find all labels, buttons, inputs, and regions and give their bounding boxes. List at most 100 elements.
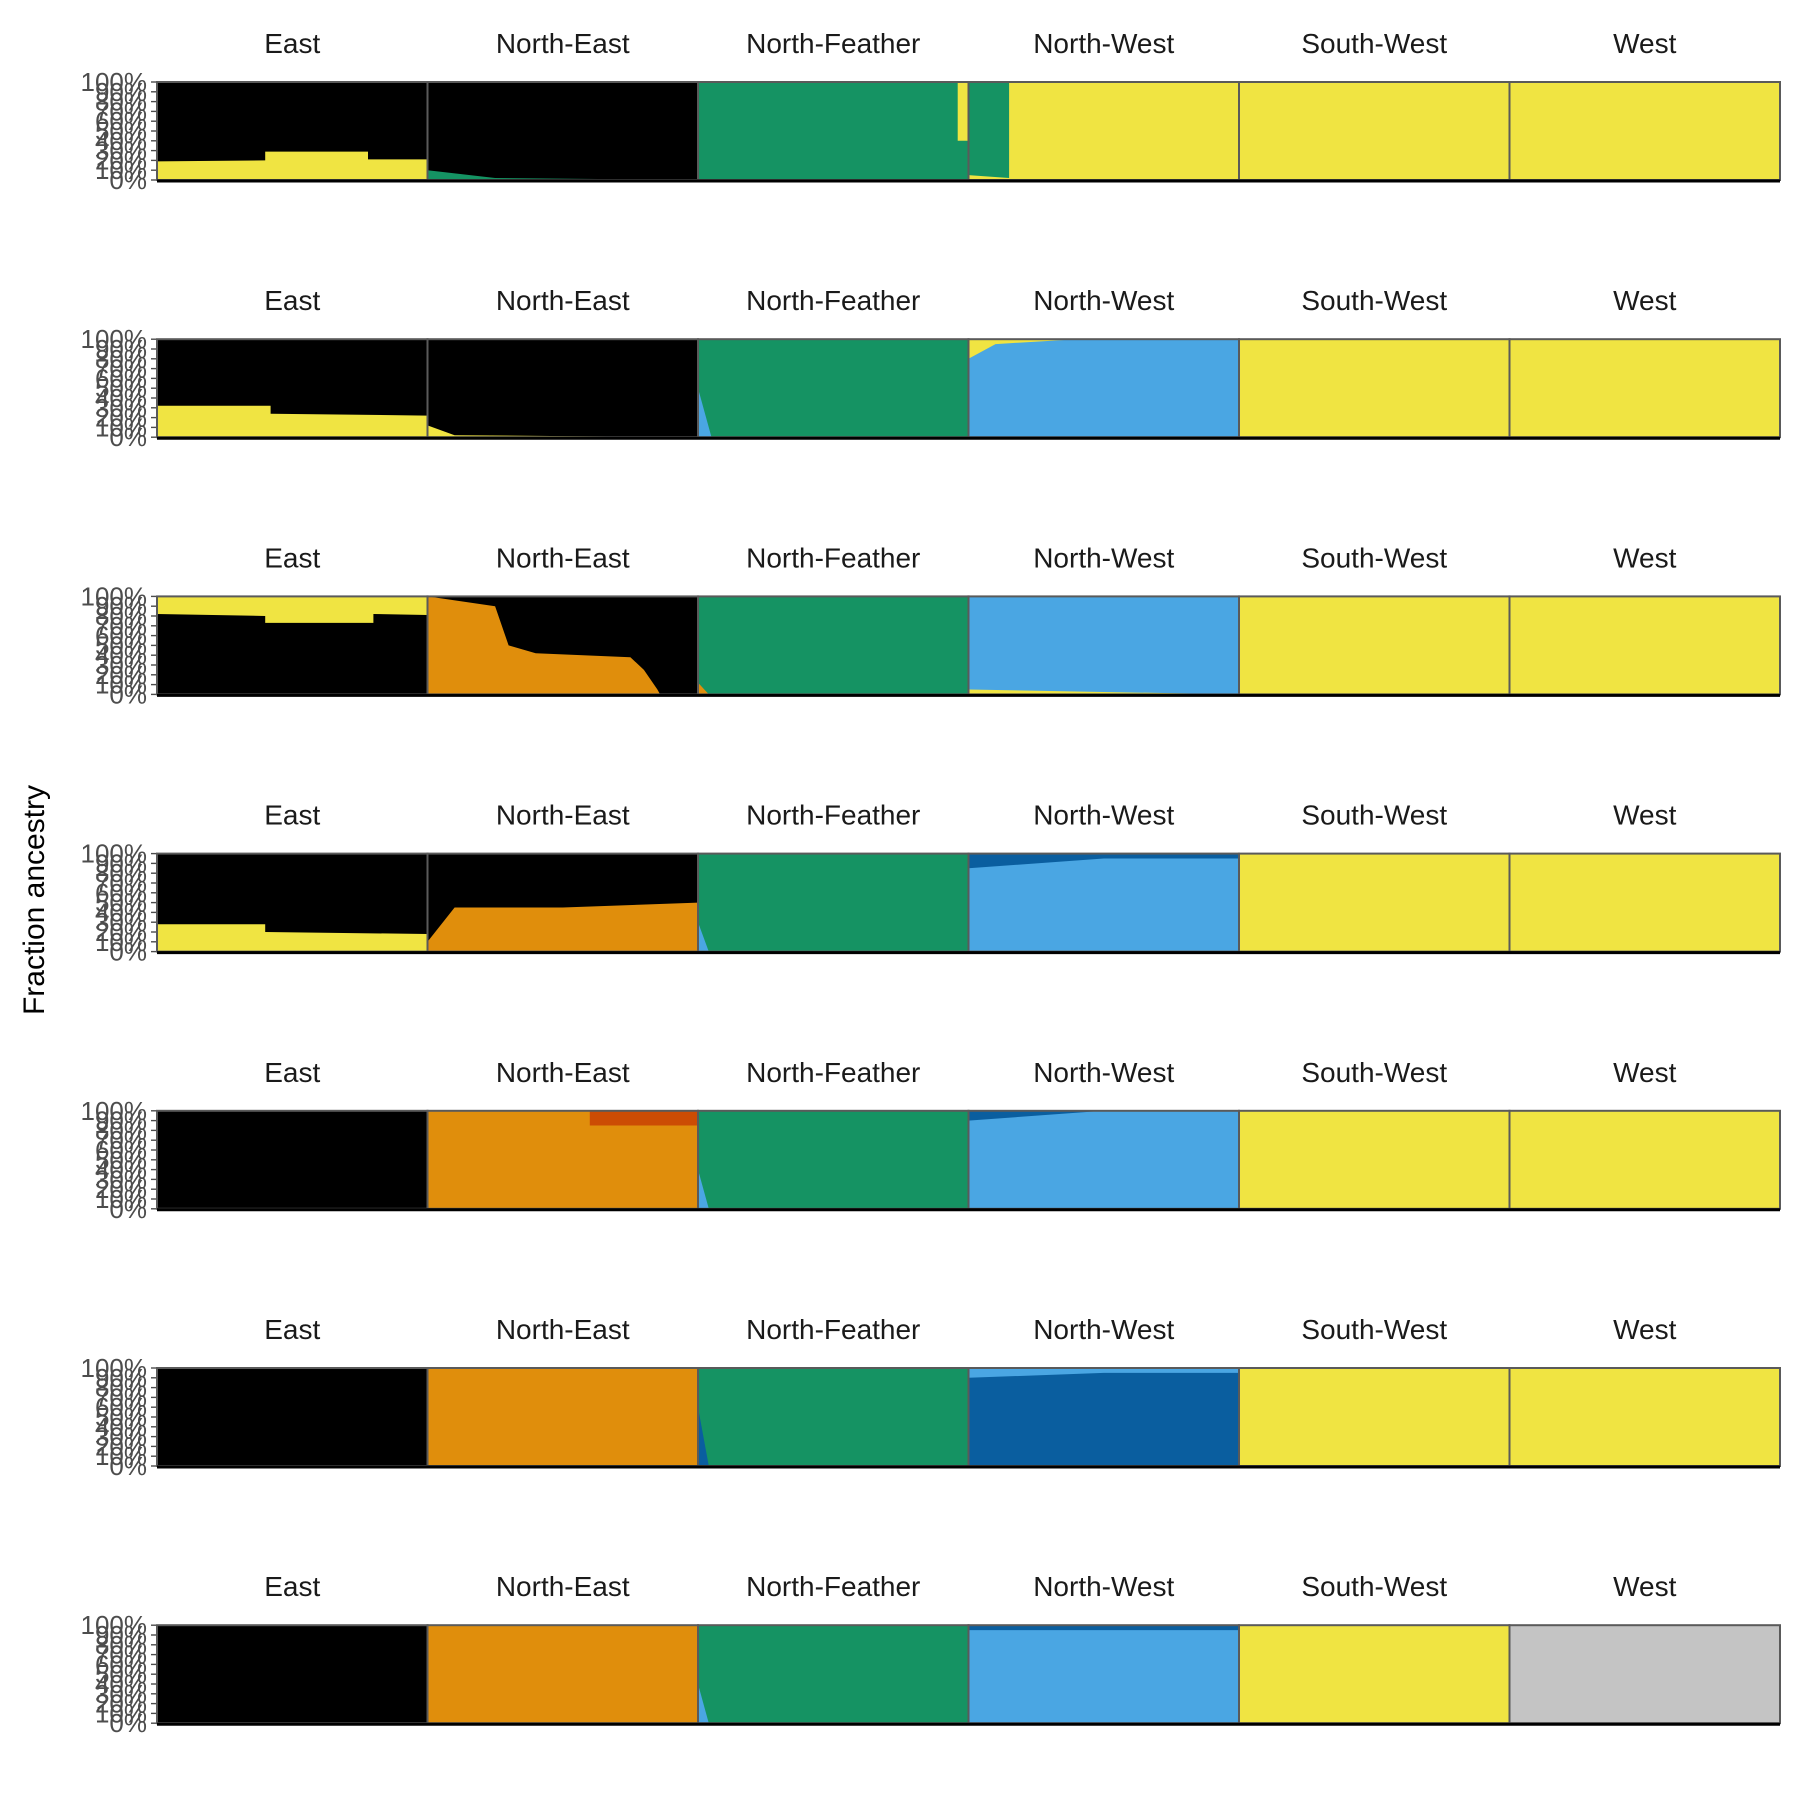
group-south-west: South-West [1238,1571,1511,1725]
y-tick-label: 60% [95,1649,147,1679]
y-tick-label: 60% [95,106,147,136]
panel-k6: 0%10%20%30%40%50%60%70%80%90%100% East Nor… [81,1057,1781,1224]
y-tick-label: 60% [95,363,147,393]
y-tick-label: 100% [81,1353,148,1383]
y-tick-label: 20% [95,1431,147,1461]
ancestry-fill [698,596,969,695]
y-tick-label: 0% [109,422,147,452]
y-tick-label: 80% [95,858,147,888]
strip-label: West [1613,1571,1676,1602]
y-tick-label: 80% [95,87,147,117]
ancestry-fill [427,339,698,438]
strip-label: West [1613,1057,1676,1088]
y-tick-label: 40% [95,126,147,156]
group-south-west: South-West [1238,285,1511,439]
y-tick-label: 30% [95,136,147,166]
y-tick-label: 100% [81,839,148,869]
group-south-west: South-West [1238,1057,1511,1210]
y-tick-label: 60% [95,621,147,651]
y-tick-label: 10% [95,927,147,957]
group-north-east: North-East [426,1057,699,1210]
group-north-east: North-East [426,542,699,696]
group-east: East [156,285,429,439]
strip-label: East [264,285,320,316]
strip-label: North-East [496,285,630,316]
y-tick-label: 100% [81,1610,148,1640]
y-tick-label: 90% [95,1363,147,1393]
group-north-feather: North-Feather [697,542,970,696]
ancestry-component [427,1110,698,1209]
y-tick-label: 10% [95,670,147,700]
strip-label: North-East [496,28,630,59]
strip-label: North-Feather [746,1571,920,1602]
group-south-west: South-West [1238,542,1511,696]
ancestry-component [698,82,969,180]
strip-label: South-West [1301,28,1447,59]
strip-label: South-West [1301,1314,1447,1345]
y-tick-label: 0% [109,679,147,709]
y-tick-label: 80% [95,1630,147,1660]
strip-label: East [264,1314,320,1345]
y-tick-label: 10% [95,1698,147,1728]
y-tick-label: 50% [95,1145,147,1175]
y-tick-label: 0% [109,165,147,195]
strip-label: South-West [1301,1057,1447,1088]
ancestry-fill [968,596,1239,695]
y-tick-label: 30% [95,1679,147,1709]
ancestry-component [157,1625,428,1724]
y-tick-label: 20% [95,145,147,175]
y-tick-label: 30% [95,650,147,680]
y-tick-label: 70% [95,96,147,126]
ancestry-fill [698,1625,969,1724]
ancestry-component [157,614,428,695]
y-tick-label: 40% [95,383,147,413]
y-tick-label: 40% [95,1155,147,1185]
y-tick-label: 10% [95,1441,147,1471]
y-tick-label: 70% [95,1382,147,1412]
group-south-west: South-West [1238,800,1511,953]
ancestry-component [157,151,428,180]
ancestry-component [1509,853,1780,952]
strip-label: North-West [1033,28,1174,59]
y-tick-label: 90% [95,848,147,878]
ancestry-component [1239,339,1510,438]
strip-label: North-West [1033,800,1174,831]
panel-k8: 0%10%20%30%40%50%60%70%80%90%100% East Nor… [81,1571,1781,1738]
y-tick-label: 80% [95,1373,147,1403]
ancestry-component [427,425,698,438]
y-tick-label: 60% [95,1135,147,1165]
y-tick-label: 50% [95,1659,147,1689]
group-north-west: North-West [967,28,1240,181]
y-tick-label: 10% [95,155,147,185]
y-tick-label: 0% [109,1451,147,1481]
ancestry-component [1239,853,1510,952]
ancestry-fill [698,853,969,952]
ancestry-component [427,1625,698,1724]
y-tick-label: 30% [95,1422,147,1452]
strip-label: East [264,1571,320,1602]
ancestry-fill [698,1110,969,1209]
group-west: West [1508,1571,1781,1725]
group-north-east: North-East [426,800,699,953]
y-tick-label: 40% [95,1669,147,1699]
strip-label: South-West [1301,1571,1447,1602]
group-west: West [1508,800,1781,953]
strip-label: North-East [496,800,630,831]
group-east: East [156,1314,429,1467]
y-tick-label: 70% [95,354,147,384]
group-west: West [1508,285,1781,439]
ancestry-component [1239,82,1510,180]
group-north-feather: North-Feather [697,1314,970,1467]
y-tick-label: 20% [95,660,147,690]
ancestry-component [1509,339,1780,438]
group-north-east: North-East [426,1571,699,1725]
group-south-west: South-West [1238,1314,1511,1467]
y-tick-label: 50% [95,373,147,403]
ancestry-component [427,596,698,695]
strip-label: North-Feather [746,1057,920,1088]
ancestry-fill [698,339,969,438]
y-tick-label: 10% [95,412,147,442]
ancestry-component [157,924,428,952]
strip-label: North-Feather [746,800,920,831]
group-west: West [1508,1314,1781,1467]
